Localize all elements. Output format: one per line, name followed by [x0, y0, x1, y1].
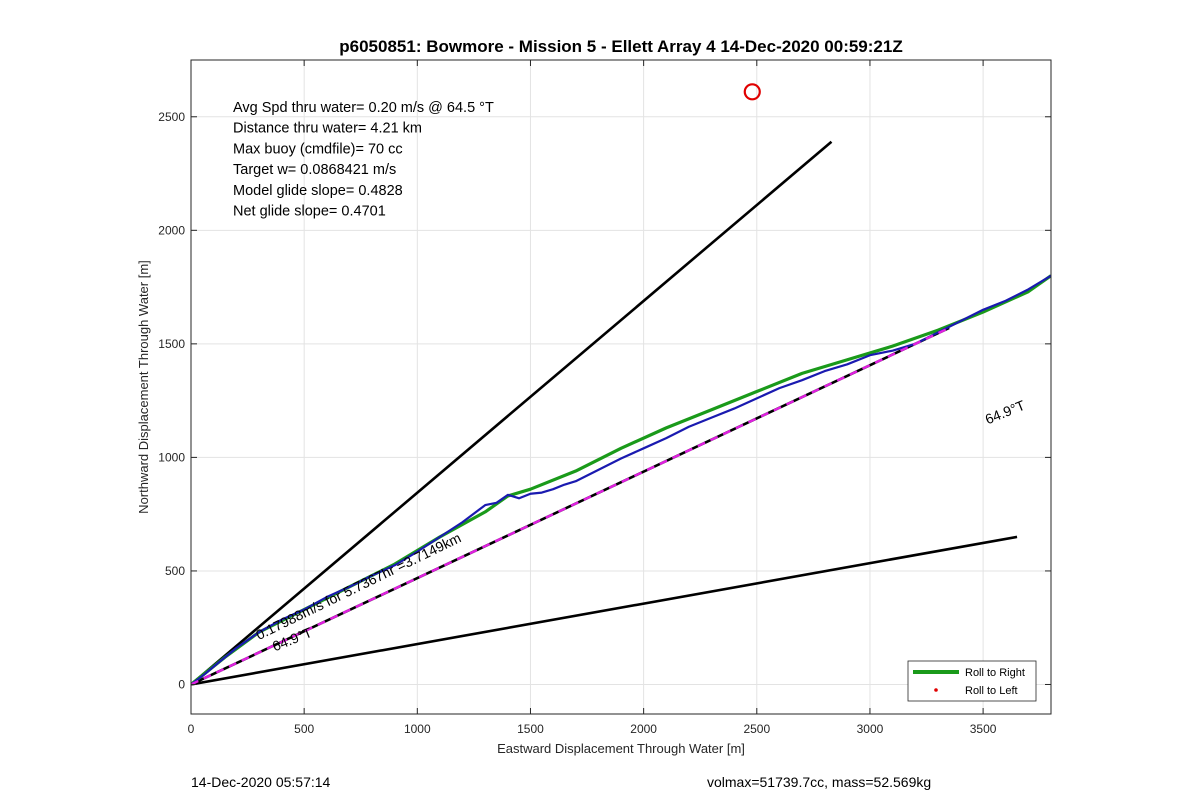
y-tick-label: 1500: [158, 337, 185, 351]
reference-line-0: [191, 140, 833, 686]
x-tick-label: 2000: [630, 722, 657, 736]
info-line: Model glide slope= 0.4828: [233, 183, 403, 199]
axis-ticks: 0 500 1000 1500 2000 2500 3000 3500 0 500 1000 1500…: [158, 60, 1051, 736]
y-axis-label: Northward Displacement Through Water [m]: [136, 260, 151, 514]
legend-box: [907, 660, 1037, 702]
plot-content: [191, 140, 1051, 686]
annotation-2: 0.17988m/s for 5.7367hr =3.7149km: [253, 529, 463, 642]
x-tick-label: 500: [294, 722, 314, 736]
chart-title: p6050851: Bowmore - Mission 5 - Ellett A…: [339, 37, 902, 56]
y-tick-label: 0: [178, 677, 185, 691]
x-tick-label: 1000: [404, 722, 431, 736]
legend-label-roll-left: Roll to Left: [965, 685, 1018, 697]
x-tick-label: 2500: [743, 722, 770, 736]
info-text-block: Avg Spd thru water= 0.20 m/s @ 64.5 °T Di…: [233, 100, 494, 220]
info-line: Target w= 0.0868421 m/s: [233, 162, 396, 178]
x-tick-label: 3500: [970, 722, 997, 736]
y-tick-label: 500: [165, 564, 185, 578]
info-line: Net glide slope= 0.4701: [233, 204, 386, 220]
reference-line-2: [191, 326, 950, 686]
x-tick-label: 0: [188, 722, 195, 736]
x-tick-label: 1500: [517, 722, 544, 736]
x-axis-label: Eastward Displacement Through Water [m]: [497, 741, 745, 756]
reference-line-1: [191, 535, 1018, 686]
grid: [190, 60, 1051, 714]
legend-swatch-roll-left: [934, 688, 938, 692]
legend: Roll to Right Roll to Left: [907, 660, 1037, 702]
info-line: Avg Spd thru water= 0.20 m/s @ 64.5 °T: [233, 100, 494, 116]
info-line: Max buoy (cmdfile)= 70 cc: [233, 141, 403, 157]
info-line: Distance thru water= 4.21 km: [233, 121, 422, 137]
annotation-0: 64.9°T: [983, 397, 1028, 428]
x-tick-label: 3000: [857, 722, 884, 736]
axes-box: [190, 59, 1052, 715]
footer-timestamp: 14-Dec-2020 05:57:14: [191, 774, 331, 790]
y-tick-label: 2500: [158, 110, 185, 124]
footer-summary: volmax=51739.7cc, mass=52.569kg: [707, 774, 932, 790]
y-tick-label: 2000: [158, 223, 185, 237]
legend-label-roll-right: Roll to Right: [965, 667, 1025, 679]
y-tick-label: 1000: [158, 450, 185, 464]
series-line-2: [191, 274, 1051, 686]
position-marker: [743, 83, 761, 101]
